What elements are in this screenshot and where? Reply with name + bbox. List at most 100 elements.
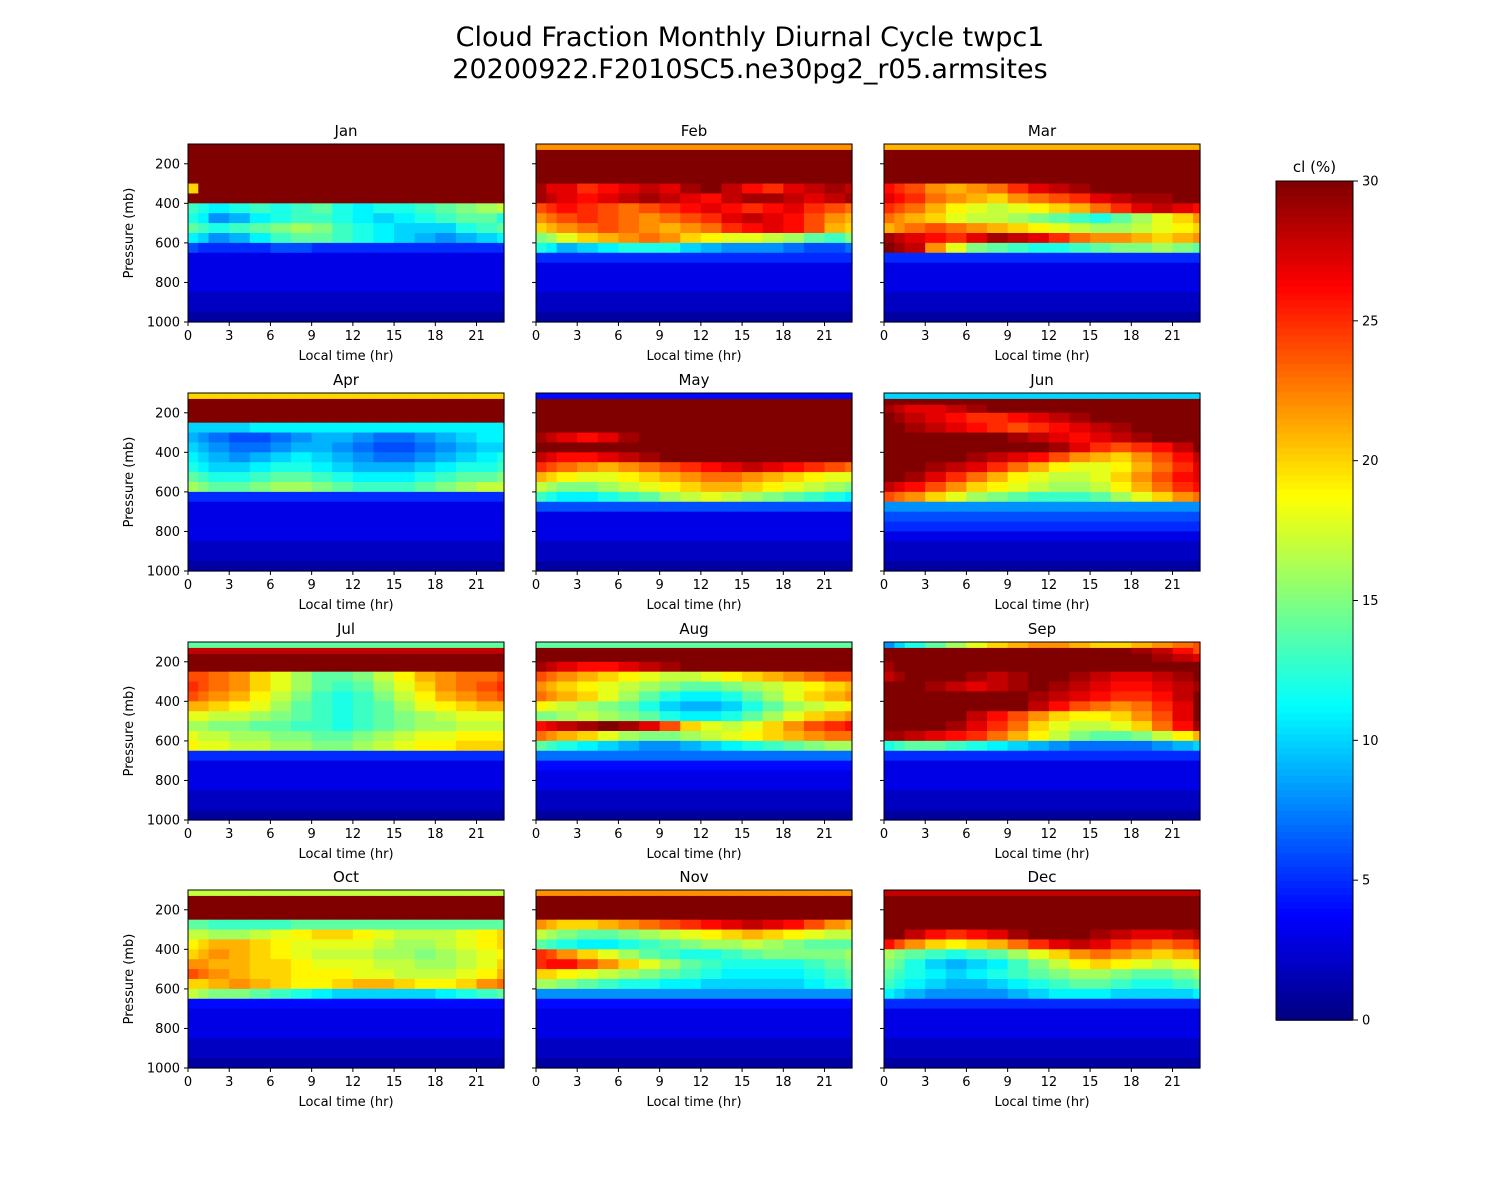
heatmap-cell	[1172, 919, 1194, 931]
heatmap-cell	[1110, 183, 1132, 195]
heatmap-cell	[925, 731, 947, 742]
heatmap-cell	[894, 521, 906, 533]
heatmap-cell	[721, 501, 743, 513]
heatmap-cell	[394, 959, 416, 970]
heatmap-cell	[1151, 1038, 1174, 1049]
heatmap-cell	[394, 701, 416, 712]
x-tick-label: 6	[962, 827, 970, 842]
heatmap-cell	[721, 233, 743, 244]
heatmap-cell	[925, 551, 947, 562]
heatmap-cell	[1028, 780, 1050, 791]
heatmap-cell	[803, 661, 826, 673]
heatmap-cell	[1090, 452, 1112, 463]
heatmap-cell	[894, 149, 906, 157]
heatmap-cell	[546, 750, 558, 762]
heatmap-cell	[1172, 149, 1194, 157]
heatmap-cell	[721, 292, 743, 303]
heatmap-cell	[618, 901, 640, 911]
heatmap-cell	[680, 393, 702, 400]
heatmap-cell	[435, 890, 457, 897]
heatmap-cell	[904, 919, 926, 931]
heatmap-cell	[639, 432, 661, 444]
heatmap-cell	[1028, 252, 1050, 264]
heatmap-cell	[373, 252, 395, 264]
heatmap-cell	[311, 800, 333, 811]
heatmap-cell	[1069, 760, 1091, 772]
heatmap-cell	[198, 969, 210, 980]
heatmap-cell	[546, 491, 558, 503]
heatmap-cell	[845, 398, 853, 406]
y-tick-label: 1000	[147, 316, 180, 331]
heatmap-cell	[783, 173, 805, 185]
heatmap-cell	[1110, 292, 1132, 303]
heatmap-cell	[1028, 949, 1050, 960]
heatmap-cell	[742, 155, 764, 165]
heatmap-cell	[680, 272, 702, 284]
heatmap-cell	[1131, 1058, 1153, 1069]
heatmap-cell	[845, 988, 853, 1000]
colorbar-step	[1276, 726, 1353, 735]
heatmap-cell	[845, 691, 853, 702]
heatmap-cell	[680, 653, 702, 663]
heatmap-cell	[546, 661, 558, 673]
heatmap-cell	[332, 432, 354, 444]
heatmap-cell	[597, 661, 620, 673]
heatmap-cell	[680, 949, 702, 960]
heatmap-cell	[904, 1038, 926, 1049]
heatmap-cell	[188, 1008, 199, 1020]
heatmap-cell	[987, 193, 1009, 204]
heatmap-cell	[208, 398, 230, 406]
heatmap-cell	[639, 780, 661, 791]
heatmap-cell	[1090, 404, 1112, 414]
heatmap-cell	[546, 1038, 558, 1049]
heatmap-cell	[742, 959, 764, 970]
heatmap-cell	[1069, 988, 1091, 1000]
heatmap-cell	[597, 541, 620, 552]
heatmap-cell	[925, 800, 947, 811]
heatmap-cell	[742, 653, 764, 663]
heatmap-cell	[618, 521, 640, 533]
heatmap-cell	[659, 155, 681, 165]
heatmap-cell	[1069, 1028, 1091, 1039]
x-tick-label: 0	[532, 827, 540, 842]
heatmap-cell	[1193, 223, 1201, 234]
heatmap-cell	[803, 770, 826, 782]
heatmap-cell	[1090, 919, 1112, 931]
heatmap-cell	[536, 282, 547, 293]
heatmap-cell	[1193, 949, 1201, 960]
heatmap-cell	[556, 711, 578, 722]
heatmap-cell	[270, 472, 292, 483]
heatmap-cell	[762, 790, 784, 801]
heatmap-cell	[803, 213, 826, 224]
heatmap-cell	[1172, 1008, 1194, 1020]
heatmap-cell	[546, 149, 558, 157]
heatmap-cell	[639, 988, 661, 1000]
heatmap-cell	[1131, 1018, 1153, 1030]
heatmap-cell	[845, 998, 853, 1010]
heatmap-cell	[894, 711, 906, 722]
heatmap-cell	[618, 183, 640, 195]
heatmap-cell	[945, 521, 968, 533]
heatmap-cell	[966, 949, 988, 960]
heatmap-cell	[332, 909, 354, 921]
heatmap-cell	[1172, 740, 1194, 752]
heatmap-cell	[894, 404, 906, 414]
heatmap-cell	[249, 442, 272, 453]
heatmap-cell	[783, 183, 805, 195]
heatmap-cell	[455, 149, 478, 157]
heatmap-cell	[455, 969, 478, 980]
heatmap-cell	[803, 647, 826, 655]
heatmap-cell	[352, 472, 375, 483]
heatmap-cell	[373, 740, 395, 752]
heatmap-cell	[208, 501, 230, 513]
heatmap-cell	[1048, 482, 1071, 493]
heatmap-cell	[904, 671, 926, 683]
heatmap-cell	[803, 895, 826, 903]
heatmap-cell	[845, 242, 853, 254]
heatmap-cell	[536, 711, 547, 722]
heatmap-cell	[1007, 895, 1029, 903]
heatmap-cell	[945, 731, 968, 742]
heatmap-cell	[639, 292, 661, 303]
heatmap-cell	[680, 404, 702, 414]
heatmap-cell	[455, 647, 478, 655]
